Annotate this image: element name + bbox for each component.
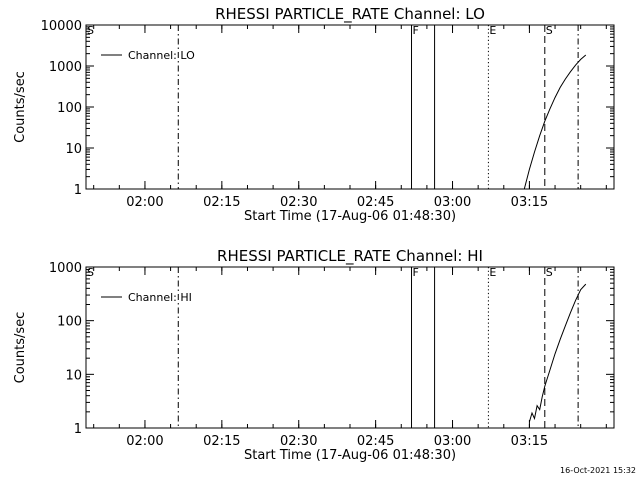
y-tick-label: 1 [74,183,82,198]
x-tick-label: 02:30 [280,434,317,449]
chart-title: RHESSI PARTICLE_RATE Channel: LO [215,5,485,24]
x-tick-label: 03:00 [434,195,471,210]
x-tick-label: 03:00 [434,434,471,449]
series-line [523,54,587,190]
y-tick-label: 10 [65,142,82,157]
event-marker-label: S [87,266,94,279]
y-tick-label: 100 [57,315,82,330]
chart-title: RHESSI PARTICLE_RATE Channel: HI [217,247,483,266]
x-axis-label: Start Time (17-Aug-06 01:48:30) [244,448,456,463]
timestamp-footer: 16-Oct-2021 15:32 [560,466,636,475]
event-marker-label: S [546,266,553,279]
x-tick-label: 02:45 [357,434,394,449]
event-marker-label: E [489,24,496,37]
y-tick-label: 10 [65,368,82,383]
x-tick-label: 02:45 [357,195,394,210]
y-axis-label: Counts/sec [13,312,28,384]
x-axis-label: Start Time (17-Aug-06 01:48:30) [244,209,456,224]
x-tick-label: 02:15 [203,434,240,449]
legend-entry: Channel: LO [128,49,195,62]
series-line [528,283,587,423]
event-marker-label: S [546,24,553,37]
y-tick-label: 1 [74,422,82,437]
event-marker-label: F [413,266,419,279]
event-marker-label: S [87,24,94,37]
event-marker-label: F [413,24,419,37]
event-marker-label: E [489,266,496,279]
timestamp-text: 16-Oct-2021 15:32 [560,466,636,475]
x-tick-label: 02:00 [126,195,163,210]
x-tick-label: 02:00 [126,434,163,449]
y-axis-label: Counts/sec [13,71,28,143]
y-tick-label: 1000 [49,261,82,276]
x-tick-label: 02:30 [280,195,317,210]
y-tick-label: 100 [57,101,82,116]
x-tick-label: 02:15 [203,195,240,210]
y-tick-label: 10000 [41,19,82,34]
legend-entry: Channel: HI [128,291,192,304]
x-tick-label: 03:15 [511,434,548,449]
x-tick-label: 03:15 [511,195,548,210]
y-tick-label: 1000 [49,60,82,75]
